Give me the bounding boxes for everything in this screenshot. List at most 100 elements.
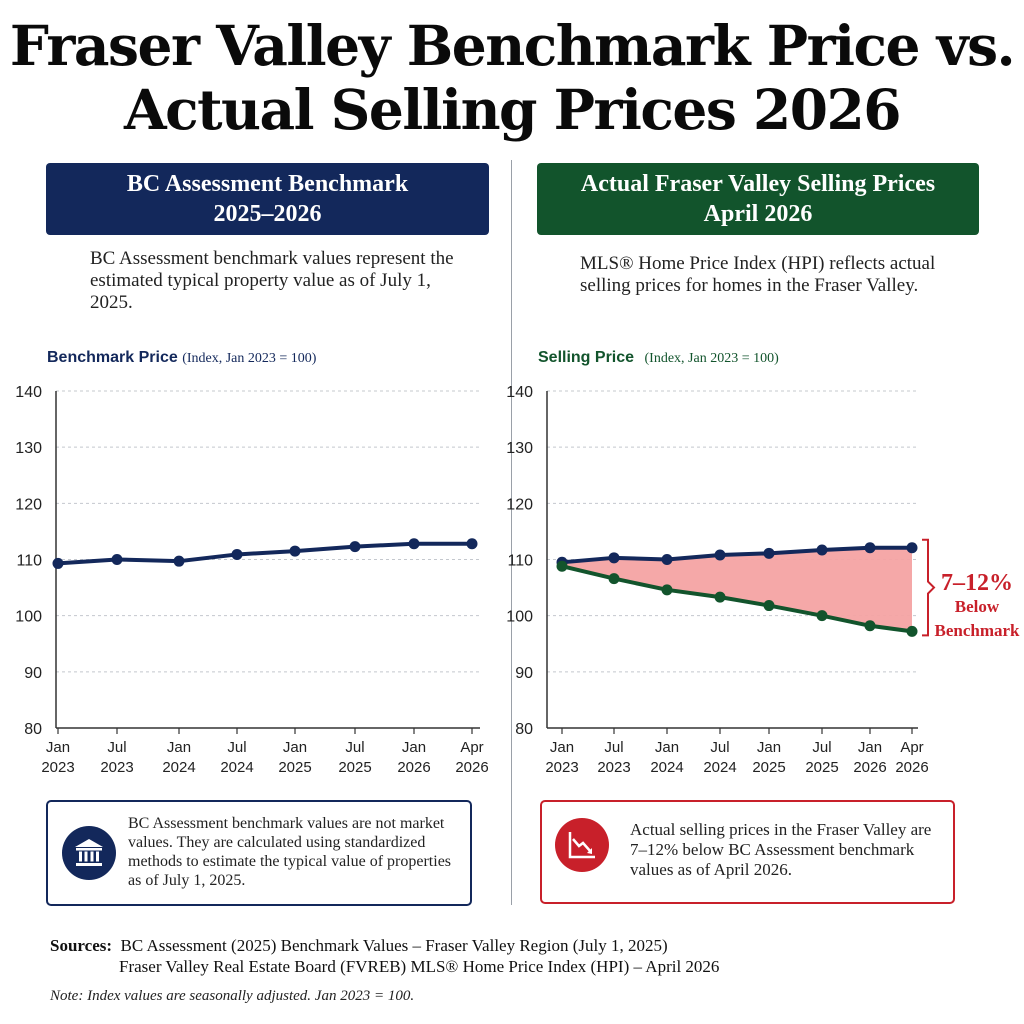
benchmark-x-tick-label: Jan 2026 — [397, 739, 430, 776]
title-line-1: Fraser Valley Benchmark Price vs. — [9, 13, 1016, 78]
selling-x-tick-label: Jan 2023 — [545, 739, 578, 776]
benchmark-chart-title: Benchmark Price (Index, Jan 2023 = 100) — [47, 349, 316, 367]
selling-series-2-line — [561, 564, 913, 634]
benchmark-x-tick-label-line: 2026 — [397, 759, 430, 776]
selling-x-tick-label-line: 2024 — [650, 759, 683, 776]
benchmark-y-tick-label: 100 — [15, 609, 42, 626]
benchmark-x-tick-label-line: 2025 — [278, 759, 311, 776]
benchmark-x-tick-label-line: 2024 — [162, 759, 195, 776]
benchmark-x-tick-label-line: Jan — [167, 739, 191, 756]
selling-gap-label: 7–12% — [941, 570, 1013, 596]
benchmark-x-tick-label-line: Jan — [402, 739, 426, 756]
benchmark-x-tick-label: Apr 2026 — [455, 739, 488, 776]
sources-label: Sources: — [50, 936, 113, 955]
benchmark-x-tick-label: Jul 2025 — [338, 739, 371, 776]
selling-gap-bracket — [922, 538, 936, 637]
page-title: Fraser Valley Benchmark Price vs. Actual… — [0, 14, 1024, 142]
selling-x-tick-label: Jan 2026 — [853, 739, 886, 776]
benchmark-series-1-line — [57, 541, 472, 566]
selling-chart-subtitle: (Index, Jan 2023 = 100) — [644, 351, 779, 366]
selling-series-1-point — [661, 554, 673, 565]
selling-x-tick-label-line: 2026 — [895, 759, 928, 776]
benchmark-x-tick-label-line: Apr — [460, 739, 483, 756]
benchmark-y-tick-label: 80 — [24, 721, 42, 738]
selling-series-1-point — [816, 544, 828, 556]
benchmark-y-tick-label: 120 — [15, 496, 42, 513]
selling-x-tick-label-line: Jan — [757, 739, 781, 756]
selling-banner: Actual Fraser Valley Selling Prices Apri… — [537, 163, 979, 235]
selling-series-2-point — [661, 584, 673, 596]
sources: Sources: BC Assessment (2025) Benchmark … — [50, 935, 719, 977]
benchmark-y-tick-label: 140 — [15, 384, 42, 401]
benchmark-x-tick-label: Jan 2024 — [162, 739, 195, 776]
selling-y-tick-label: 90 — [515, 665, 533, 682]
benchmark-x-tick-label-line: Jan — [46, 739, 70, 756]
selling-x-tick-label-line: 2023 — [545, 759, 578, 776]
benchmark-series-1-point — [466, 538, 478, 550]
benchmark-x-tick-label-line: Jan — [283, 739, 307, 756]
benchmark-banner-title: BC Assessment Benchmark — [126, 171, 409, 197]
selling-series-1-line — [561, 545, 912, 565]
benchmark-series-1-point — [408, 538, 420, 550]
selling-chart-title-text: Selling Price — [538, 349, 635, 366]
selling-series-1-point — [714, 549, 726, 561]
benchmark-x-tick-label-line: 2026 — [455, 759, 488, 776]
selling-x-tick-label: Apr 2026 — [895, 739, 928, 776]
selling-x-tick-label-line: 2026 — [853, 759, 886, 776]
selling-x-tick-label-line: Jan — [550, 739, 574, 756]
benchmark-note-box: BC Assessment benchmark values are not m… — [46, 800, 472, 906]
selling-series-2-point — [816, 610, 828, 622]
declining-chart-icon — [555, 818, 609, 872]
benchmark-x-tick-label-line: Jul — [107, 739, 126, 756]
selling-series-2-point — [556, 560, 568, 572]
selling-series-2-point — [906, 625, 918, 637]
selling-series-1-point — [906, 542, 918, 554]
panel-divider — [511, 160, 512, 905]
selling-x-tick-label-line: Jan — [655, 739, 679, 756]
sources-line-1: BC Assessment (2025) Benchmark Values – … — [120, 936, 668, 955]
bank-icon — [62, 826, 116, 880]
benchmark-x-tick-label-line: Jul — [345, 739, 364, 756]
benchmark-x-tick-label-line: 2023 — [100, 759, 133, 776]
benchmark-note-text: BC Assessment benchmark values are not m… — [128, 815, 452, 889]
benchmark-series-1-point — [173, 555, 185, 567]
selling-banner-period: April 2026 — [703, 201, 813, 227]
selling-x-tick-label: Jan 2025 — [752, 739, 785, 776]
sources-line-2: Fraser Valley Real Estate Board (FVREB) … — [119, 957, 720, 976]
benchmark-chart-subtitle: (Index, Jan 2023 = 100) — [182, 351, 317, 366]
benchmark-series-1-point — [52, 557, 64, 569]
selling-gap-label: Benchmark — [935, 621, 1021, 640]
selling-series-2-point — [608, 573, 620, 585]
benchmark-banner-period: 2025–2026 — [213, 201, 322, 227]
selling-x-tick-label-line: Jan — [858, 739, 882, 756]
benchmark-x-tick-label: Jul 2023 — [100, 739, 133, 776]
footnote: Note: Index values are seasonally adjust… — [50, 988, 415, 1004]
selling-banner-title: Actual Fraser Valley Selling Prices — [580, 171, 936, 197]
selling-x-tick-label-line: 2025 — [752, 759, 785, 776]
benchmark-series-1-point — [111, 554, 123, 565]
benchmark-y-tick-label: 130 — [15, 440, 42, 457]
benchmark-x-tick-label-line: 2023 — [41, 759, 74, 776]
selling-series-1-point — [864, 542, 876, 554]
benchmark-y-tick-label: 110 — [16, 553, 42, 570]
selling-x-tick-label-line: Jul — [604, 739, 623, 756]
selling-description: MLS® Home Price Index (HPI) reflects act… — [580, 253, 936, 296]
selling-chart-title: Selling Price (Index, Jan 2023 = 100) — [538, 349, 779, 367]
selling-x-tick-label: Jul 2023 — [597, 739, 630, 776]
title-line-2: Actual Selling Prices 2026 — [123, 77, 902, 142]
selling-note-text: Actual selling prices in the Fraser Vall… — [630, 820, 932, 879]
benchmark-series-1-point — [349, 541, 361, 553]
selling-x-tick-label: Jul 2025 — [805, 739, 838, 776]
selling-x-tick-label-line: Apr — [900, 739, 923, 756]
benchmark-x-tick-label: Jul 2024 — [220, 739, 253, 776]
selling-series-1-point — [763, 547, 775, 559]
benchmark-chart-title-text: Benchmark Price — [47, 349, 178, 366]
selling-series-2-point — [864, 620, 876, 632]
selling-series-2-point — [763, 600, 775, 612]
selling-x-tick-label: Jul 2024 — [703, 739, 736, 776]
selling-x-tick-label-line: 2024 — [703, 759, 736, 776]
selling-x-tick-label-line: Jul — [710, 739, 729, 756]
benchmark-x-tick-label-line: 2025 — [338, 759, 371, 776]
selling-x-tick-label-line: 2025 — [805, 759, 838, 776]
benchmark-x-tick-label-line: Jul — [227, 739, 246, 756]
